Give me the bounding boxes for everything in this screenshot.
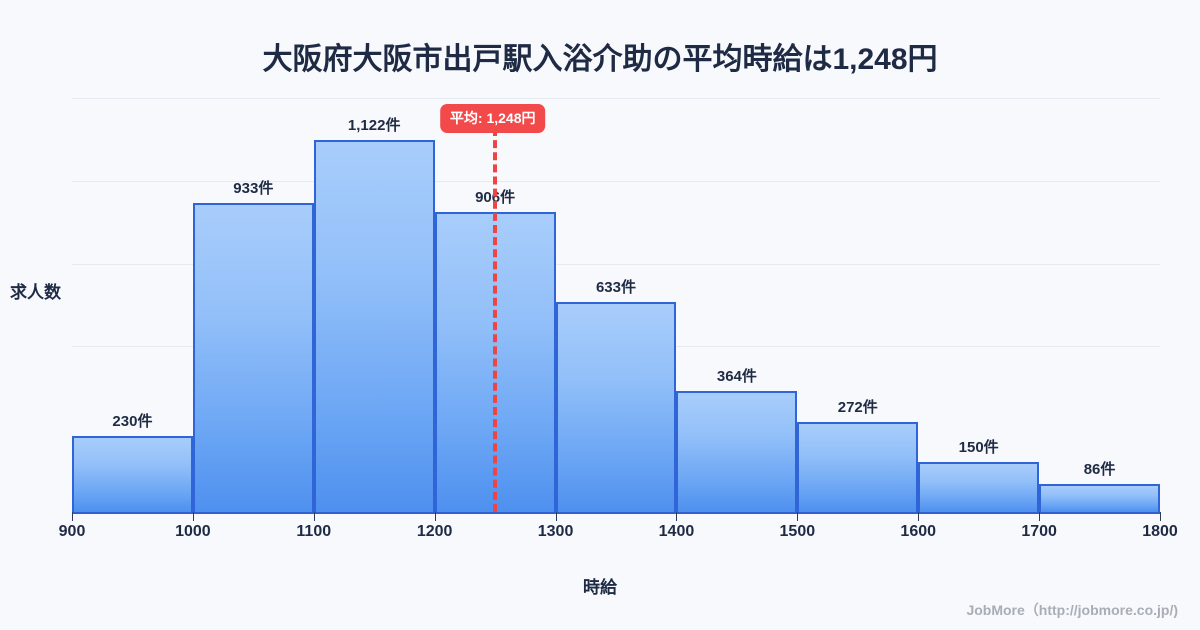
- x-axis-title: 時給: [583, 578, 617, 597]
- bar[interactable]: [797, 421, 919, 512]
- bar-value-label: 933件: [233, 180, 274, 197]
- x-axis-tick-label: 1700: [1021, 523, 1057, 540]
- average-badge: 平均: 1,248円: [439, 104, 546, 133]
- x-axis-tick: [797, 512, 799, 521]
- x-axis-tick: [555, 512, 557, 521]
- x-axis-tick: [313, 512, 315, 521]
- plot-area: 230件 933件 1,122件 906件 633件 364件 272件 150件 86件: [72, 98, 1160, 512]
- x-axis-tick-label: 1300: [537, 523, 574, 540]
- x-axis-tick-label: 1200: [416, 523, 453, 540]
- average-line: [492, 128, 497, 512]
- chart-title: 大阪府大阪市出戸駅入浴介助の平均時給は1,248円: [262, 43, 938, 76]
- x-axis-tick-label: 1800: [1142, 523, 1178, 540]
- x-axis-tick-label: 1600: [900, 523, 937, 540]
- y-axis-title: 求人数: [10, 283, 61, 302]
- x-axis-tick-label: 1500: [779, 523, 816, 540]
- footer-watermark: JobMore（http://jobmore.co.jp/): [966, 602, 1178, 618]
- x-axis-tick: [72, 512, 73, 521]
- x-axis-tick-label: 1000: [175, 523, 211, 540]
- bar[interactable]: [918, 462, 1040, 512]
- bar[interactable]: [676, 391, 798, 512]
- x-axis-tick: [434, 512, 436, 521]
- gridline: [72, 264, 1160, 265]
- x-axis-tick: [676, 512, 678, 521]
- bar[interactable]: [313, 140, 435, 512]
- bar-value-label: 633件: [595, 279, 636, 297]
- bar-value-label: 230件: [112, 412, 153, 430]
- bar-value-label: 364件: [716, 368, 757, 386]
- x-axis-tick-label: 1100: [296, 523, 332, 540]
- bar[interactable]: [72, 435, 193, 512]
- bar-value-label: 86件: [1083, 460, 1116, 478]
- bar[interactable]: [1039, 483, 1160, 512]
- gridline: [72, 98, 1160, 99]
- x-axis-tick: [918, 512, 920, 521]
- bar-value-label: 272件: [837, 398, 878, 416]
- bar-value-label: 1,122件: [347, 117, 401, 135]
- x-axis-tick: [192, 512, 194, 521]
- x-axis-line: [72, 512, 1160, 514]
- x-axis-tick-label: 900: [58, 523, 86, 540]
- x-axis-tick: [1160, 512, 1161, 521]
- gridline: [72, 181, 1160, 182]
- x-axis-tick-label: 1400: [658, 523, 695, 540]
- bar[interactable]: [192, 203, 314, 512]
- x-axis-tick: [1039, 512, 1041, 521]
- bar[interactable]: [555, 302, 677, 512]
- bar-value-label: 150件: [958, 439, 999, 457]
